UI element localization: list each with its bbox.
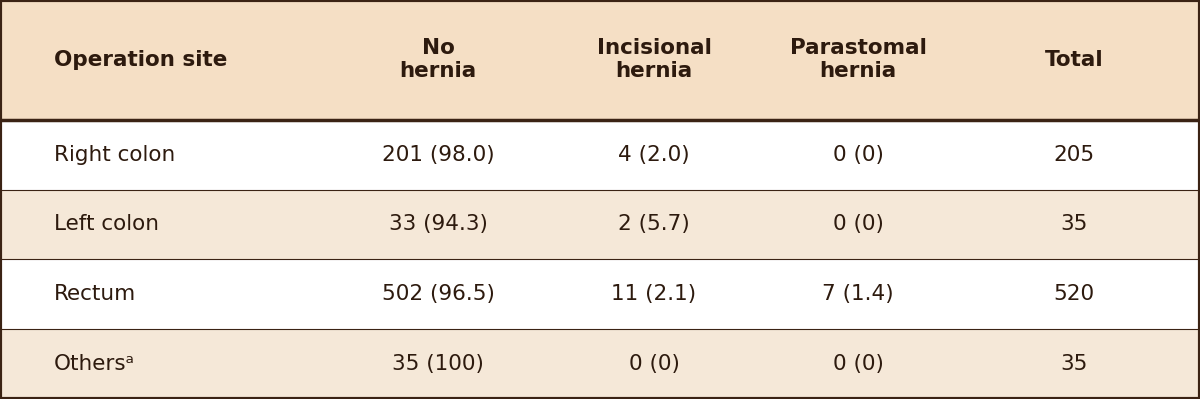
Text: Parastomal
hernia: Parastomal hernia xyxy=(790,38,926,81)
Text: Rectum: Rectum xyxy=(54,284,137,304)
Bar xyxy=(0,120,1200,190)
Text: 35: 35 xyxy=(1061,214,1087,235)
Text: 201 (98.0): 201 (98.0) xyxy=(382,144,494,165)
Bar xyxy=(0,190,1200,259)
Text: 11 (2.1): 11 (2.1) xyxy=(612,284,696,304)
Bar xyxy=(0,259,1200,329)
Text: 35 (100): 35 (100) xyxy=(392,354,484,374)
Text: 0 (0): 0 (0) xyxy=(833,144,883,165)
Text: 35: 35 xyxy=(1061,354,1087,374)
Text: 0 (0): 0 (0) xyxy=(833,214,883,235)
Text: Right colon: Right colon xyxy=(54,144,175,165)
Text: 520: 520 xyxy=(1054,284,1094,304)
Text: 33 (94.3): 33 (94.3) xyxy=(389,214,487,235)
Text: Operation site: Operation site xyxy=(54,50,227,70)
Text: 4 (2.0): 4 (2.0) xyxy=(618,144,690,165)
Bar xyxy=(0,329,1200,399)
Text: Othersᵃ: Othersᵃ xyxy=(54,354,134,374)
Text: 0 (0): 0 (0) xyxy=(833,354,883,374)
Text: 205: 205 xyxy=(1054,144,1094,165)
Bar xyxy=(0,0,1200,120)
Text: 2 (5.7): 2 (5.7) xyxy=(618,214,690,235)
Text: 502 (96.5): 502 (96.5) xyxy=(382,284,494,304)
Text: Total: Total xyxy=(1045,50,1103,70)
Text: Incisional
hernia: Incisional hernia xyxy=(596,38,712,81)
Text: 0 (0): 0 (0) xyxy=(629,354,679,374)
Text: 7 (1.4): 7 (1.4) xyxy=(822,284,894,304)
Text: Left colon: Left colon xyxy=(54,214,158,235)
Text: No
hernia: No hernia xyxy=(400,38,476,81)
